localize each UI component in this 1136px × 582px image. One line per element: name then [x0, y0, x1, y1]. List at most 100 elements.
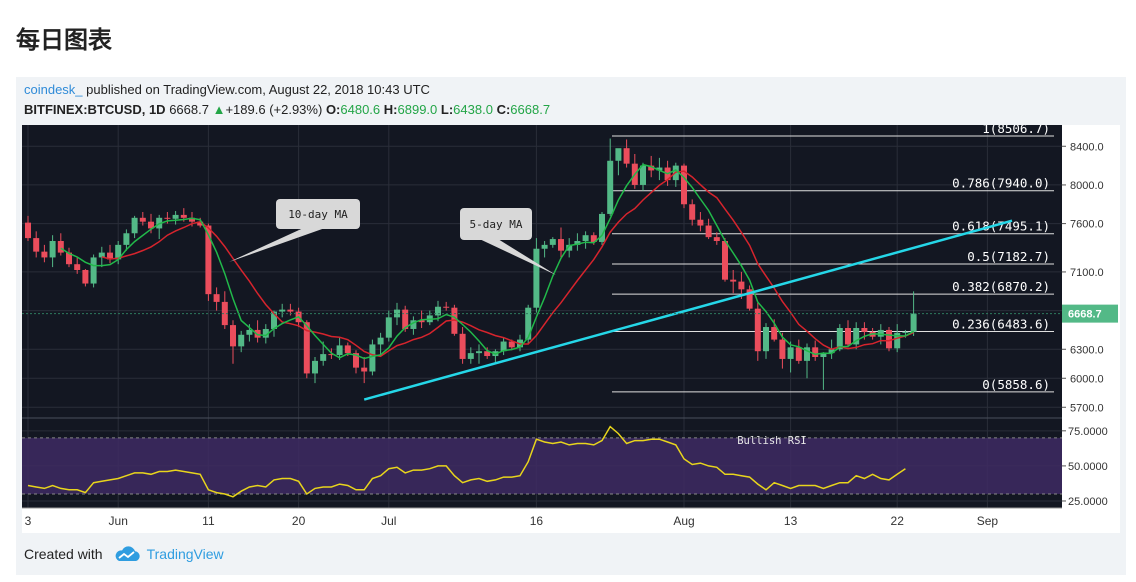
- close-value: 6668.7: [510, 102, 551, 117]
- time-tick-label: 22: [891, 514, 905, 528]
- candle-body: [730, 279, 737, 282]
- candle-body: [763, 327, 769, 352]
- ma5-line: [60, 163, 914, 360]
- candle-body: [558, 239, 564, 251]
- candle-body: [754, 308, 761, 352]
- time-tick-label: 11: [202, 514, 215, 528]
- rsi-tick-label: 25.0000: [1068, 496, 1108, 508]
- candle-body: [213, 294, 220, 302]
- candle-body: [279, 309, 286, 312]
- candle-body: [681, 165, 687, 205]
- ma10-callout-box: [276, 199, 360, 229]
- candle-body: [795, 347, 802, 361]
- high-value: 6899.0: [397, 102, 438, 117]
- candle-body: [812, 347, 819, 357]
- candle-body: [656, 167, 663, 171]
- candle-body: [394, 309, 400, 318]
- last-price: 6668.7: [169, 102, 209, 117]
- candle-body: [107, 252, 113, 260]
- candle-body: [271, 311, 277, 329]
- ma5-callout-label: 5-day MA: [470, 218, 523, 231]
- candle-body: [33, 238, 40, 252]
- candle-body: [804, 347, 810, 361]
- candle-body: [25, 222, 31, 239]
- candle-body: [41, 251, 48, 258]
- candle-body: [361, 367, 368, 372]
- candle-body: [66, 252, 72, 265]
- candle-body: [197, 221, 204, 226]
- open-label: O:: [325, 102, 341, 117]
- candle-body: [689, 204, 696, 220]
- candle-body: [180, 214, 187, 218]
- candle-body: [607, 160, 614, 214]
- ma5-callout-box: [460, 208, 532, 240]
- price-tick-label: 5700.0: [1070, 402, 1104, 414]
- candle-body: [49, 241, 56, 258]
- candle-body: [328, 354, 335, 356]
- candle-body: [894, 332, 901, 349]
- candle-body: [312, 360, 318, 374]
- candle-body: [820, 353, 827, 357]
- candle-body: [82, 270, 89, 284]
- candle-body: [705, 225, 712, 238]
- candle-body: [221, 301, 228, 326]
- candle-body: [467, 353, 474, 359]
- candle-body: [697, 219, 704, 226]
- candle-body: [574, 241, 581, 245]
- fib-level-label: 0.618(7495.1): [952, 219, 1050, 234]
- time-tick-label: 3: [25, 514, 32, 528]
- created-with-label: Created with: [24, 546, 103, 562]
- up-arrow-icon: ▲: [212, 102, 226, 117]
- tradingview-link[interactable]: TradingView: [146, 546, 224, 562]
- candle-body: [189, 217, 195, 222]
- candle-body: [779, 339, 786, 359]
- time-tick-label: Aug: [673, 514, 694, 528]
- low-value: 6438.0: [453, 102, 493, 117]
- rsi-band: [22, 437, 1062, 494]
- candle-body: [640, 165, 646, 185]
- ma5-callout-pointer: [481, 240, 556, 275]
- fib-level-label: 0.5(7182.7): [967, 249, 1050, 264]
- candle-body: [599, 213, 605, 242]
- candle-body: [410, 320, 417, 329]
- price-tick-label: 7100.0: [1070, 267, 1104, 279]
- candle-body: [566, 244, 573, 251]
- last-price-tag: [1062, 304, 1118, 323]
- candle-body: [385, 317, 392, 338]
- price-tick-label: 8400.0: [1070, 141, 1104, 153]
- candle-body: [303, 322, 310, 374]
- candle-body: [877, 329, 884, 337]
- candle-body: [320, 354, 327, 361]
- candle-body: [853, 328, 860, 345]
- candle-body: [262, 328, 269, 338]
- candle-body: [418, 320, 425, 323]
- candle-body: [713, 237, 720, 241]
- candle-body: [90, 257, 97, 284]
- candle-body: [402, 309, 409, 329]
- candle-body: [910, 313, 917, 332]
- price-tick-label: 6300.0: [1070, 344, 1104, 356]
- candle-body: [582, 235, 589, 241]
- ma5-callout: 5-day MA: [460, 208, 556, 275]
- candle-body: [164, 217, 171, 219]
- author-link[interactable]: coindesk_: [24, 82, 83, 97]
- tradingview-cloud-icon: [115, 546, 140, 561]
- time-axis-background: [22, 508, 1062, 533]
- fib-level-label: 0.382(6870.2): [952, 279, 1050, 294]
- candle-body: [541, 244, 548, 249]
- candle-body: [902, 331, 909, 333]
- candle-body: [443, 306, 450, 308]
- low-label: L:: [440, 102, 454, 117]
- candle-body: [500, 341, 507, 352]
- open-value: 6480.6: [340, 102, 381, 117]
- candle-body: [435, 306, 441, 316]
- candle-body: [336, 345, 343, 356]
- chart-svg: 8400.08000.07600.07100.06700.06300.06000…: [22, 121, 1120, 533]
- candle-body: [861, 328, 868, 332]
- rsi-line: [27, 425, 906, 498]
- price-tick-label: 7600.0: [1070, 219, 1104, 231]
- candle-body: [828, 349, 835, 354]
- fib-level-label: 0.236(6483.6): [952, 317, 1050, 332]
- candle-body: [238, 334, 245, 347]
- publish-text: published on TradingView.com, August 22,…: [82, 82, 430, 97]
